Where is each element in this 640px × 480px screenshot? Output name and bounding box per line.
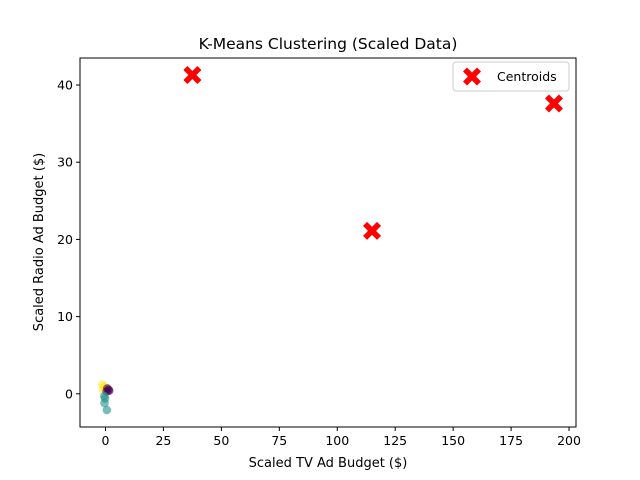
legend: Centroids [452, 61, 570, 92]
x-tick-label: 150 [441, 433, 465, 448]
chart-title: K-Means Clustering (Scaled Data) [199, 35, 458, 53]
plot-area: 0 25 50 75 100 125 150 175 200 0 10 20 30 40 [57, 57, 581, 448]
x-tick-label: 175 [499, 433, 523, 448]
centroid-marker [363, 221, 382, 240]
legend-centroid-marker [463, 67, 481, 86]
data-point-cluster_teal [100, 398, 109, 408]
y-tick-label: 0 [65, 386, 73, 401]
x-tick-label: 50 [213, 433, 229, 448]
x-tick-label: 100 [325, 433, 349, 448]
x-tick-label: 75 [271, 433, 287, 448]
y-tick-label: 40 [57, 78, 73, 93]
x-tick-label: 125 [383, 433, 407, 448]
centroid-marker [544, 94, 563, 113]
legend-centroid-icon [463, 67, 481, 86]
x-tick-label: 25 [155, 433, 171, 448]
legend-box [452, 61, 570, 92]
axes-frame [79, 57, 577, 428]
data-point-cluster_teal [102, 405, 112, 415]
x-axis-label: Scaled TV Ad Budget ($) [249, 456, 408, 471]
centroid-marker [183, 65, 202, 84]
y-tick-label: 20 [57, 232, 73, 247]
x-tick-label: 200 [557, 433, 581, 448]
y-axis-label: Scaled Radio Ad Budget ($) [32, 153, 47, 331]
y-tick-label: 10 [57, 309, 73, 324]
x-tick-label: 0 [102, 433, 110, 448]
legend-entry-centroids: Centroids [497, 69, 557, 84]
y-tick-label: 30 [57, 155, 73, 170]
